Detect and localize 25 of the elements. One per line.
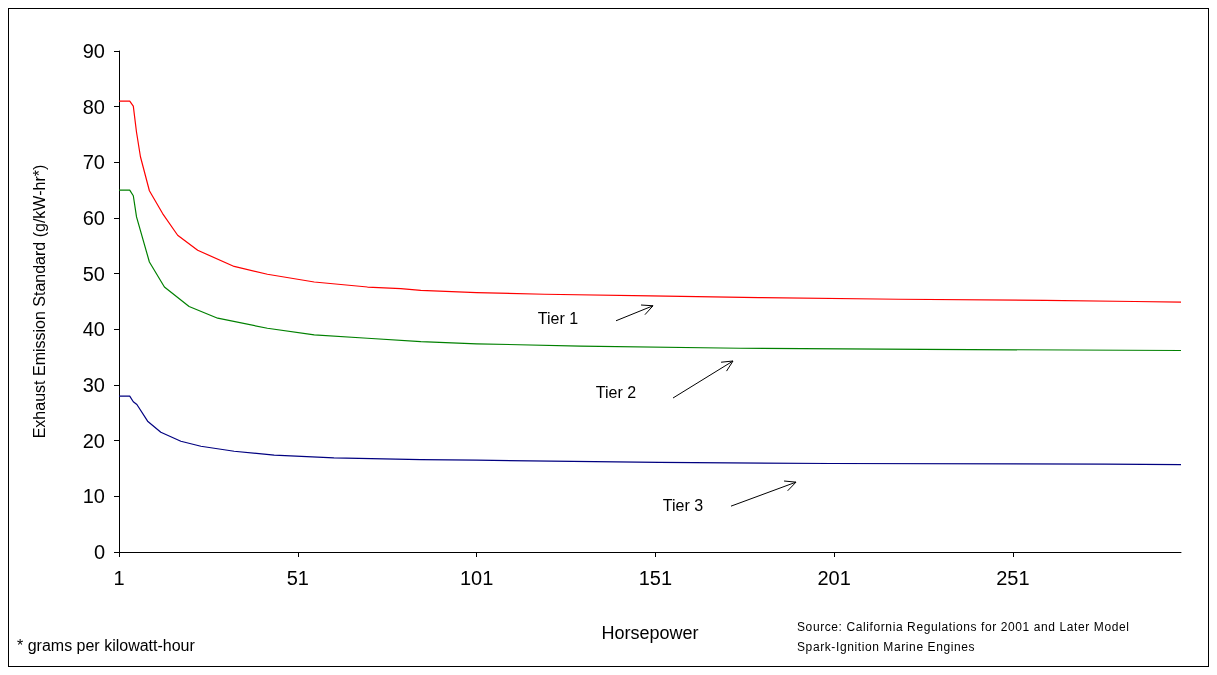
y-tick-label: 30	[82, 374, 105, 396]
y-tick-label: 80	[82, 95, 105, 118]
y-axis-title: Exhaust Emission Standard (g/kW-hr*)	[30, 164, 48, 439]
x-axis-title: Horsepower	[601, 623, 699, 643]
y-tick-label: 0	[93, 541, 105, 563]
source-note: Source: California Regulations for 2001 and Later Model Spark-Ignition Marine Engines	[797, 619, 1131, 656]
x-tick-label: 201	[817, 567, 851, 589]
x-tick-label: 151	[638, 567, 673, 589]
y-tick-label: 90	[82, 40, 105, 62]
line-series	[118, 189, 1182, 352]
x-tick-label: 251	[996, 567, 1030, 589]
x-tick-label: 51	[286, 567, 309, 589]
annotation: Tier 2	[594, 383, 638, 403]
x-tick-label: 101	[459, 567, 494, 589]
line-series	[118, 100, 1182, 303]
y-tick-label: 60	[82, 207, 105, 229]
y-tick-label: 20	[82, 429, 105, 452]
y-tick-label: 50	[82, 262, 105, 285]
text: * grams per kilowatt-hour	[17, 637, 195, 655]
annotation: Tier 1	[536, 309, 580, 329]
y-tick-label: 40	[82, 318, 105, 341]
x-tick-label: 1	[113, 567, 125, 589]
y-tick-label: 70	[82, 151, 105, 174]
annotation: Tier 3	[661, 496, 705, 516]
y-tick-label: 10	[82, 485, 105, 508]
